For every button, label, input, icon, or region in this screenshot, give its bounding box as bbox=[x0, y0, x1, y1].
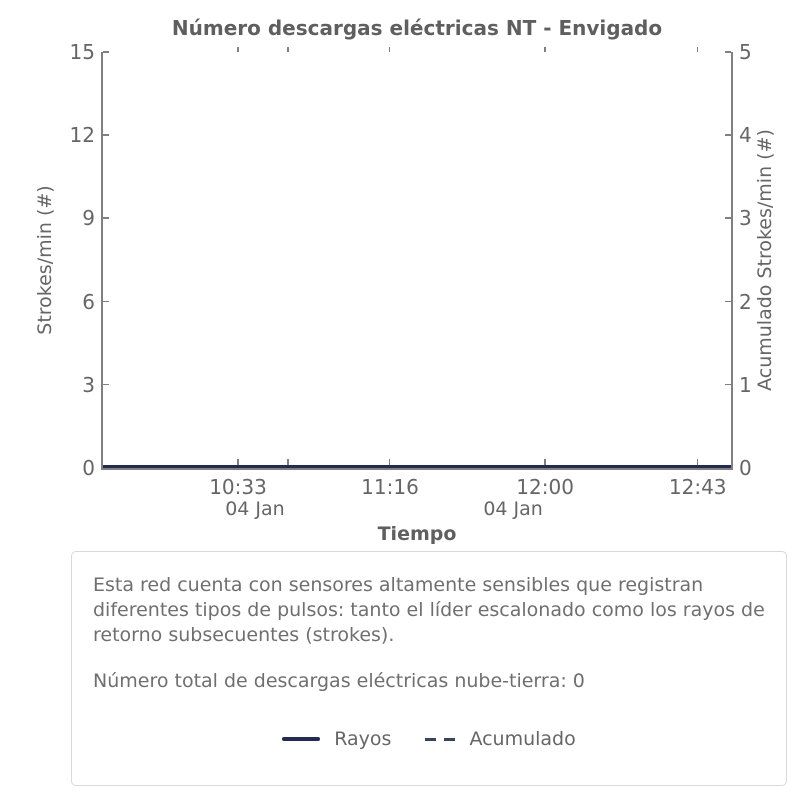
y-axis-right-spine bbox=[731, 52, 733, 470]
y-tick-label-right: 1 bbox=[739, 372, 752, 397]
chart-title: Número descargas eléctricas NT - Envigad… bbox=[171, 16, 663, 40]
y-tick-label-right: 4 bbox=[739, 123, 752, 148]
y-tick-label-left: 0 bbox=[82, 456, 95, 480]
x-axis-spine bbox=[101, 468, 733, 470]
y-tick-right bbox=[725, 134, 731, 136]
legend-item-acumulado: Acumulado bbox=[425, 728, 576, 750]
y-tick-left bbox=[103, 134, 109, 136]
x-tick-label: 11:16 bbox=[361, 475, 419, 499]
y-tick-label-left: 15 bbox=[69, 40, 95, 64]
legend-label-acumulado: Acumulado bbox=[469, 728, 576, 750]
x-axis-title: Tiempo bbox=[377, 523, 457, 545]
x-tick-top bbox=[696, 47, 699, 52]
info-paragraph-sensors: Esta red cuenta con sensores altamente s… bbox=[93, 574, 765, 646]
x-tick-bottom bbox=[388, 459, 391, 465]
acumulado-dashed-swatch-icon bbox=[425, 737, 456, 741]
y-tick-right bbox=[725, 51, 731, 53]
y-tick-label-left: 6 bbox=[82, 289, 95, 314]
info-paragraph-total: Número total de descargas eléctricas nub… bbox=[93, 670, 585, 692]
x-tick-label: 12:00 bbox=[516, 475, 574, 499]
x-tick-bottom bbox=[544, 459, 546, 465]
y-tick-label-left: 12 bbox=[69, 123, 95, 148]
x-tick-bottom bbox=[287, 459, 289, 465]
y-tick-left bbox=[103, 383, 109, 386]
y-tick-label-right: 2 bbox=[739, 289, 752, 314]
y-tick-left bbox=[103, 51, 109, 53]
rayos-line-swatch-icon bbox=[282, 737, 321, 741]
x-tick-label: 10:33 bbox=[209, 475, 267, 499]
x-tick-top bbox=[388, 47, 391, 52]
y-tick-label-left: 9 bbox=[82, 206, 95, 231]
y-axis-left-spine bbox=[101, 52, 103, 470]
x-tick-top bbox=[237, 47, 239, 52]
legend-item-rayos: Rayos bbox=[282, 728, 391, 750]
y-tick-right bbox=[725, 300, 731, 303]
info-panel: Esta red cuenta con sensores altamente s… bbox=[71, 551, 787, 786]
y-tick-left bbox=[103, 300, 109, 303]
legend-label-rayos: Rayos bbox=[334, 728, 392, 750]
y-tick-right bbox=[725, 217, 731, 219]
y-tick-left bbox=[103, 217, 109, 219]
y-tick-label-left: 3 bbox=[82, 372, 95, 397]
x-tick-label: 12:43 bbox=[668, 475, 727, 499]
y-tick-label-right: 3 bbox=[739, 206, 752, 231]
x-tick-top bbox=[544, 47, 546, 52]
x-tick-bottom bbox=[696, 459, 699, 465]
x-date-label: 04 Jan bbox=[225, 498, 285, 520]
series-line-rayos bbox=[103, 465, 731, 468]
legend: Rayos Acumulado bbox=[72, 728, 786, 750]
y-tick-label-right: 0 bbox=[739, 456, 752, 480]
x-date-label: 04 Jan bbox=[483, 498, 543, 520]
x-tick-top bbox=[287, 47, 289, 52]
y-tick-right bbox=[725, 383, 731, 386]
x-tick-bottom bbox=[237, 459, 239, 465]
y-tick-label-right: 5 bbox=[739, 40, 752, 64]
plot-area: 10:33 11:16 12:00 12:43 04 Jan 04 Jan 0 3 6 9 12 15… bbox=[69, 40, 752, 520]
